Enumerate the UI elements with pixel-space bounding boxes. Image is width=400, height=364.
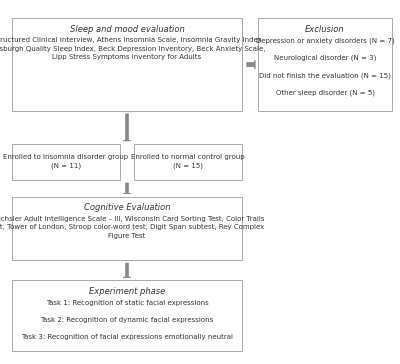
FancyBboxPatch shape (12, 18, 242, 111)
Text: Enrolled to insomnia disorder group
(N = 11): Enrolled to insomnia disorder group (N =… (4, 154, 128, 170)
FancyBboxPatch shape (12, 197, 242, 260)
FancyBboxPatch shape (12, 144, 120, 180)
Text: Experiment phase: Experiment phase (89, 287, 165, 296)
Text: Task 1: Recognition of static facial expressions

Task 2: Recognition of dynamic: Task 1: Recognition of static facial exp… (21, 300, 233, 340)
Text: Sleep and mood evaluation: Sleep and mood evaluation (70, 25, 184, 34)
FancyBboxPatch shape (134, 144, 242, 180)
Text: Cognitive Evaluation: Cognitive Evaluation (84, 203, 170, 212)
Text: Exclusion: Exclusion (305, 25, 345, 34)
FancyBboxPatch shape (258, 18, 392, 111)
Text: Enrolled to normal control group
(N = 15): Enrolled to normal control group (N = 15… (131, 154, 245, 170)
FancyBboxPatch shape (12, 280, 242, 351)
Text: Structured Clinical interview, Athens Insomnia Scale, Insomnia Gravity Index
Pit: Structured Clinical interview, Athens In… (0, 37, 266, 60)
Text: Depression or anxiety disorders (N = 7)

Neurological disorder (N = 3)

Did not : Depression or anxiety disorders (N = 7) … (256, 37, 394, 96)
Text: Wechsler Adult Intelligence Scale – III, Wisconsin Card Sorting Test, Color Trai: Wechsler Adult Intelligence Scale – III,… (0, 216, 265, 239)
